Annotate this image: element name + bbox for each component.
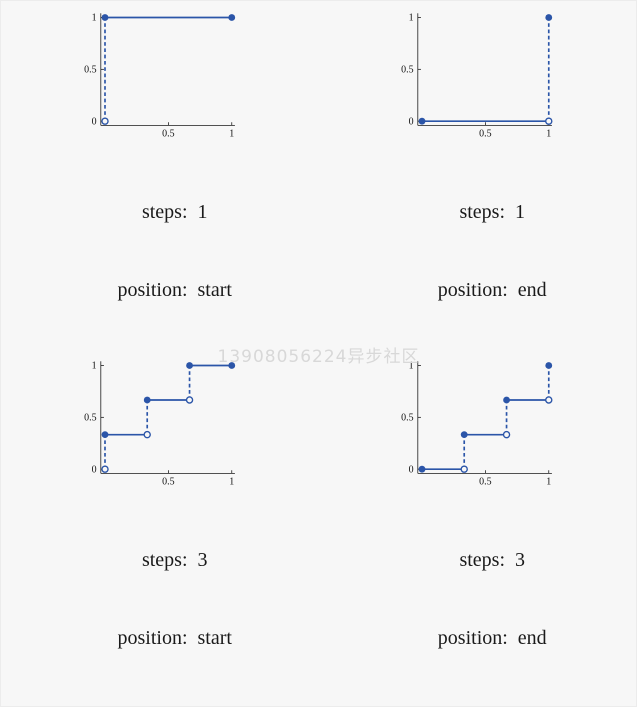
svg-text:0: 0 [409,464,414,475]
caption-position: position: end [437,627,547,649]
caption-steps: steps: 3 [141,549,208,571]
chart-panel-steps3-start: 0 0.5 1 0.5 1 steps: 3 position: start [1,355,319,703]
step-chart-steps1-start: 0 0.5 1 0.5 1 [84,13,235,139]
chart-caption: steps: 3 position: end [408,495,547,703]
svg-text:1: 1 [547,476,552,487]
svg-text:1: 1 [409,361,414,372]
chart-caption: steps: 3 position: start [88,495,232,703]
chart-panel-steps3-end: 0 0.5 1 0.5 1 steps: 3 position: end [319,355,637,703]
svg-text:1: 1 [91,361,96,372]
svg-text:1: 1 [91,13,96,24]
svg-text:0.5: 0.5 [162,128,174,139]
caption-steps: steps: 1 [459,201,526,223]
svg-text:0.5: 0.5 [401,412,413,423]
svg-text:0: 0 [409,116,414,127]
chart-panel-steps1-end: 0 0.5 1 0.5 1 steps: 1 position: end [319,7,637,355]
svg-text:0: 0 [91,116,96,127]
svg-text:0.5: 0.5 [84,64,96,75]
svg-text:1: 1 [547,128,552,139]
svg-text:0.5: 0.5 [162,476,174,487]
chart-panel-steps1-start: 0 0.5 1 0.5 1 steps: 1 position: start [1,7,319,355]
caption-steps: steps: 1 [141,201,208,223]
svg-text:1: 1 [229,476,234,487]
svg-text:0.5: 0.5 [84,412,96,423]
step-chart-steps3-start: 0 0.5 1 0.5 1 [84,361,235,487]
caption-position: position: end [437,279,547,301]
svg-text:1: 1 [409,13,414,24]
chart-caption: steps: 1 position: start [88,147,232,355]
step-chart-steps1-end: 0 0.5 1 0.5 1 [401,13,553,139]
caption-position: position: start [117,279,232,301]
step-chart-steps3-end: 0 0.5 1 0.5 1 [401,361,553,487]
svg-text:0.5: 0.5 [401,64,413,75]
svg-text:0: 0 [91,464,96,475]
caption-steps: steps: 3 [459,549,526,571]
svg-text:0.5: 0.5 [479,128,491,139]
svg-text:0.5: 0.5 [479,476,491,487]
chart-caption: steps: 1 position: end [408,147,547,355]
caption-position: position: start [117,627,232,649]
svg-text:1: 1 [229,128,234,139]
